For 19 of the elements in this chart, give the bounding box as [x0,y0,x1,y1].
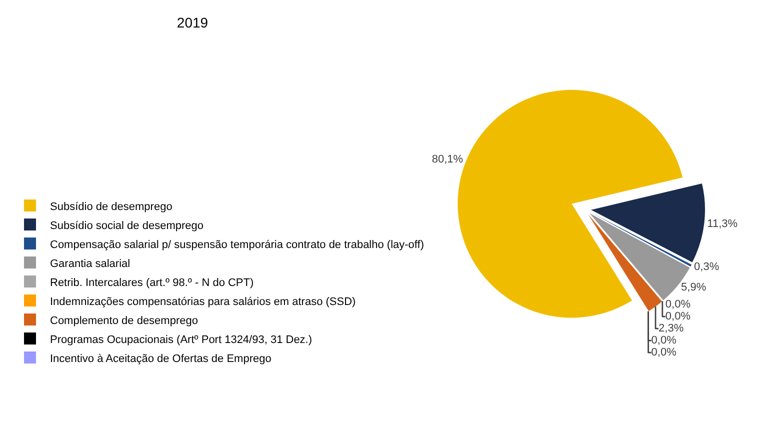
data-label: 2,3% [658,322,684,335]
legend-label: Garantia salarial [50,258,130,270]
data-label: 80,1% [432,154,464,166]
legend-label: Programas Ocupacionais (Artº Port 1324/93, 31 Dez.) [50,334,312,346]
legend-label: Subsídio social de desemprego [50,220,204,232]
legend-label: Complemento de desemprego [50,314,198,327]
legend-label: Subsídio de desemprego [50,200,172,213]
legend-label: Retrib. Intercalares (art.º 98.º - N do CPT) [50,276,254,289]
legend-label: Incentivo à Aceitação de Ofertas de Emprego [50,352,272,365]
legend-label: Compensação salarial p/ suspensão temporária contrato de trabalho (lay-off) [50,238,424,251]
text: 0,0% [665,310,690,323]
text: 0,0% [665,298,690,311]
data-label: 0,3% [694,260,720,273]
text: 0,0% [651,334,676,347]
legend-label: Indemnizações compensatórias para salários em atraso (SSD) [50,296,356,308]
chart-title: 2019 [176,14,208,31]
data-label: 5,9% [681,282,706,294]
data-label: 11,3% [707,218,738,230]
text: 0,0% [651,346,676,359]
